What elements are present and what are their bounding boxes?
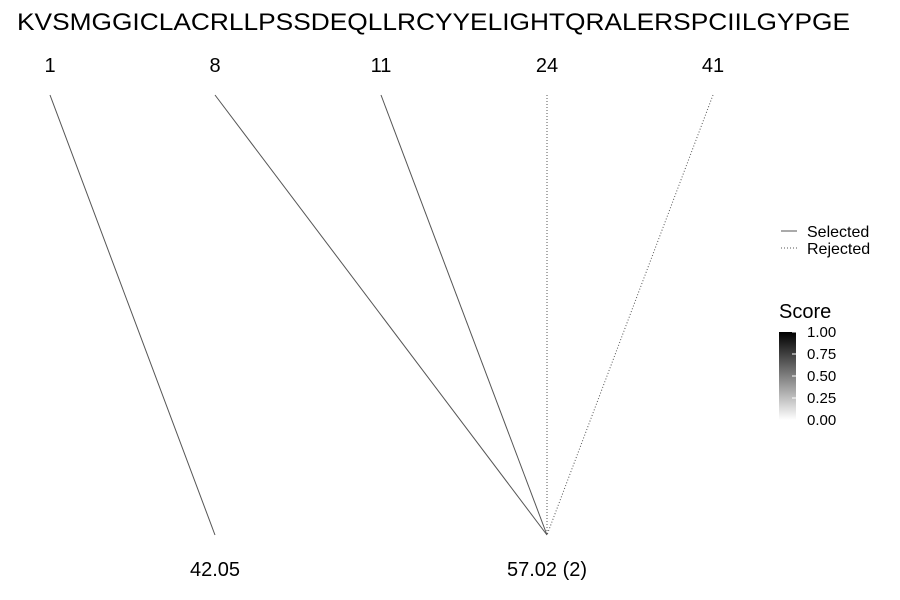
mass-label-2: 57.02 (2) <box>507 559 587 581</box>
legend-rejected-label: Rejected <box>807 241 870 258</box>
score-legend-title: Score <box>779 301 831 323</box>
score-tick-label: 0.25 <box>807 390 836 407</box>
legend-selected-label: Selected <box>807 224 869 241</box>
position-label-41: 41 <box>702 55 724 77</box>
position-label-8: 8 <box>209 55 220 77</box>
score-colorbar-legend: Score 1.00 0.75 0.50 0.25 0.00 <box>779 301 836 429</box>
link-11-selected <box>380 94 548 536</box>
position-label-24: 24 <box>536 55 558 77</box>
score-tick-label: 1.00 <box>807 324 836 341</box>
score-ticks: 1.00 0.75 0.50 0.25 0.00 <box>792 324 836 429</box>
mass-label-1: 42.05 <box>190 559 240 581</box>
link-lines <box>49 94 714 536</box>
mass-labels: 42.05 57.02 (2) <box>190 559 587 581</box>
position-label-1: 1 <box>44 55 55 77</box>
link-41-rejected <box>546 94 714 536</box>
link-1-selected <box>49 94 216 536</box>
position-label-11: 11 <box>371 55 392 77</box>
line-type-legend: Selected Rejected <box>781 224 870 258</box>
score-tick-label: 0.00 <box>807 412 836 429</box>
score-colorbar <box>779 332 796 420</box>
peptide-sequence: KVSMGGICLACRLLPSSDEQLLRCYYELIGHTQRALERSP… <box>17 9 850 36</box>
link-8-selected <box>214 94 548 536</box>
position-labels: 1 8 11 24 41 <box>44 55 724 77</box>
score-tick-label: 0.75 <box>807 346 836 363</box>
score-tick-label: 0.50 <box>807 368 836 385</box>
